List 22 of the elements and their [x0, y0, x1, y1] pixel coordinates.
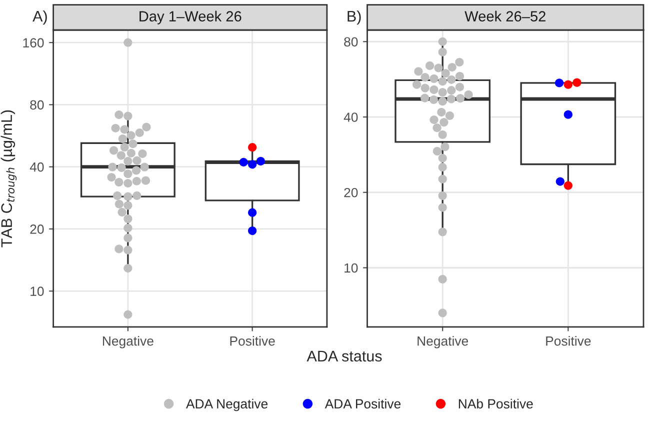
y-tick-label: 80 [344, 37, 358, 47]
y-tick-label: 10 [30, 286, 44, 296]
y-axis-title: TAB C$_{trough}$ (µg/mL) [0, 110, 17, 248]
text: A) [32, 10, 47, 25]
legend-label: ADA Negative [186, 398, 268, 412]
y-tick-label: 80 [30, 100, 44, 110]
chart-title: Day 1–Week 26 [140, 10, 242, 24]
legend-label: ADA Positive [324, 398, 401, 409]
legend-label: NAb Positive [458, 398, 533, 409]
x-tick-label: Positive [546, 336, 591, 346]
y-tick-label: 40 [30, 162, 44, 172]
text: B) [348, 10, 361, 25]
y-tick-label: 10 [344, 263, 358, 273]
y-tick-label: 20 [30, 224, 44, 234]
x-tick-label: Negative [418, 336, 468, 348]
chart-title: Week 26–52 [464, 10, 546, 22]
x-tick-label: Negative [102, 336, 154, 348]
x-axis-title: ADA status [306, 350, 382, 362]
y-tick-label: 40 [344, 112, 358, 122]
y-tick-label: 20 [344, 188, 358, 198]
y-tick-label: 160 [23, 38, 44, 48]
x-tick-label: Positive [230, 336, 275, 346]
